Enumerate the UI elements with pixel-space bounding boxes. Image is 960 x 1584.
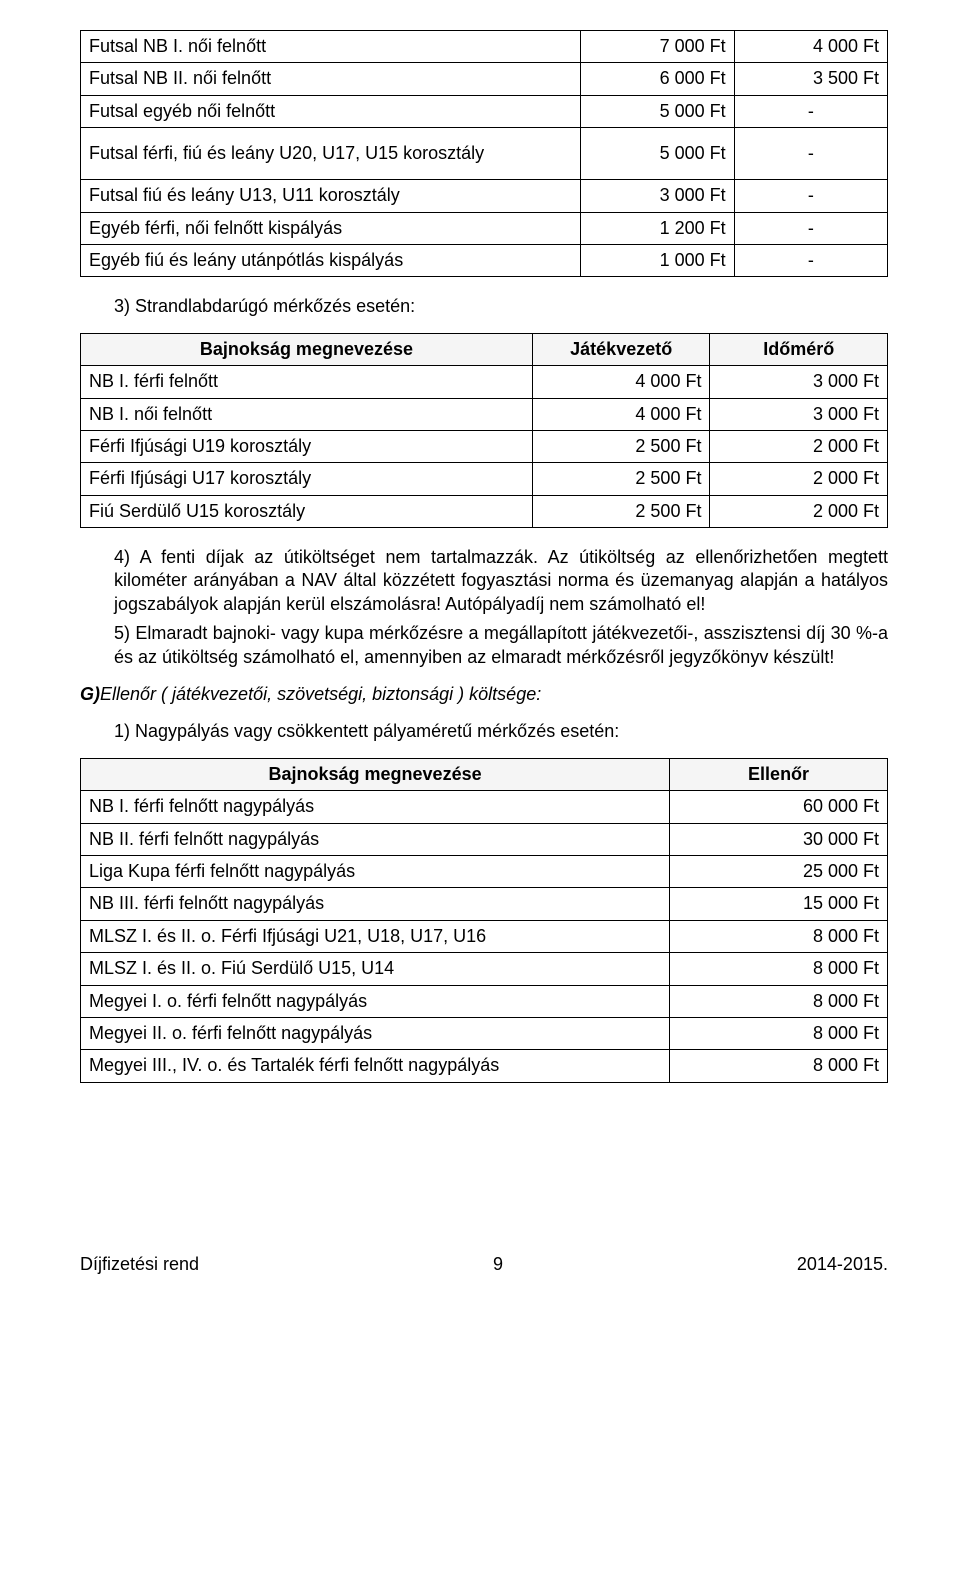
row-label: NB II. férfi felnőtt nagypályás — [81, 823, 670, 855]
table-row: NB I. férfi felnőtt4 000 Ft3 000 Ft — [81, 366, 888, 398]
section-g-text: Ellenőr ( játékvezetői, szövetségi, bizt… — [100, 684, 541, 704]
row-value: 4 000 Ft — [734, 31, 887, 63]
paragraph-4: 4) A fenti díjak az útiköltséget nem tar… — [114, 546, 888, 616]
table-row: MLSZ I. és II. o. Fiú Serdülő U15, U148 … — [81, 953, 888, 985]
section-3-label: 3) Strandlabdarúgó mérkőzés esetén: — [114, 295, 888, 318]
row-label: Futsal NB I. női felnőtt — [81, 31, 581, 63]
table-body: NB I. férfi felnőtt nagypályás60 000 FtN… — [81, 791, 888, 1083]
row-value: - — [734, 128, 887, 180]
row-value: 3 000 Ft — [710, 366, 888, 398]
row-value: 2 000 Ft — [710, 495, 888, 527]
table-row: Futsal NB I. női felnőtt7 000 Ft4 000 Ft — [81, 31, 888, 63]
row-label: Megyei III., IV. o. és Tartalék férfi fe… — [81, 1050, 670, 1082]
row-value: 8 000 Ft — [670, 920, 888, 952]
row-label: Futsal egyéb női felnőtt — [81, 95, 581, 127]
row-label: MLSZ I. és II. o. Férfi Ifjúsági U21, U1… — [81, 920, 670, 952]
table-row: MLSZ I. és II. o. Férfi Ifjúsági U21, U1… — [81, 920, 888, 952]
row-label: Futsal fiú és leány U13, U11 korosztály — [81, 180, 581, 212]
table-row: NB II. férfi felnőtt nagypályás30 000 Ft — [81, 823, 888, 855]
page-footer: Díjfizetési rend 9 2014-2015. — [80, 1253, 888, 1276]
row-value: 5 000 Ft — [581, 128, 734, 180]
row-label: NB I. női felnőtt — [81, 398, 533, 430]
table-row: Futsal férfi, fiú és leány U20, U17, U15… — [81, 128, 888, 180]
row-value: - — [734, 180, 887, 212]
table-body: Futsal NB I. női felnőtt7 000 Ft4 000 Ft… — [81, 31, 888, 277]
row-value: 8 000 Ft — [670, 985, 888, 1017]
col-header: Ellenőr — [670, 758, 888, 790]
row-label: Férfi Ifjúsági U19 korosztály — [81, 430, 533, 462]
row-value: 8 000 Ft — [670, 953, 888, 985]
table-body: NB I. férfi felnőtt4 000 Ft3 000 FtNB I.… — [81, 366, 888, 528]
row-value: 30 000 Ft — [670, 823, 888, 855]
row-value: 2 000 Ft — [710, 430, 888, 462]
col-header: Játékvezető — [532, 333, 710, 365]
table-header-row: Bajnokság megnevezése Játékvezető Időmér… — [81, 333, 888, 365]
table-row: NB I. női felnőtt4 000 Ft3 000 Ft — [81, 398, 888, 430]
row-value: 2 500 Ft — [532, 430, 710, 462]
section-g-heading: G)Ellenőr ( játékvezetői, szövetségi, bi… — [80, 683, 888, 706]
row-label: Futsal férfi, fiú és leány U20, U17, U15… — [81, 128, 581, 180]
row-value: 4 000 Ft — [532, 366, 710, 398]
table-row: Liga Kupa férfi felnőtt nagypályás25 000… — [81, 855, 888, 887]
row-value: 4 000 Ft — [532, 398, 710, 430]
paragraph-5: 5) Elmaradt bajnoki- vagy kupa mérkőzésr… — [114, 622, 888, 669]
row-value: 25 000 Ft — [670, 855, 888, 887]
table-row: Egyéb férfi, női felnőtt kispályás1 200 … — [81, 212, 888, 244]
table-row: Futsal NB II. női felnőtt6 000 Ft3 500 F… — [81, 63, 888, 95]
row-label: NB I. férfi felnőtt — [81, 366, 533, 398]
row-value: 2 500 Ft — [532, 463, 710, 495]
table-row: Férfi Ifjúsági U17 korosztály2 500 Ft2 0… — [81, 463, 888, 495]
row-value: 2 500 Ft — [532, 495, 710, 527]
row-value: 2 000 Ft — [710, 463, 888, 495]
row-value: 3 000 Ft — [710, 398, 888, 430]
section-g1-label: 1) Nagypályás vagy csökkentett pályamére… — [114, 720, 888, 743]
row-value: 1 200 Ft — [581, 212, 734, 244]
row-label: Egyéb fiú és leány utánpótlás kispályás — [81, 244, 581, 276]
section-g-prefix: G) — [80, 684, 100, 704]
table-row: NB III. férfi felnőtt nagypályás15 000 F… — [81, 888, 888, 920]
row-value: 5 000 Ft — [581, 95, 734, 127]
row-label: Egyéb férfi, női felnőtt kispályás — [81, 212, 581, 244]
row-value: - — [734, 95, 887, 127]
footer-left: Díjfizetési rend — [80, 1253, 199, 1276]
row-label: NB I. férfi felnőtt nagypályás — [81, 791, 670, 823]
col-header: Bajnokság megnevezése — [81, 333, 533, 365]
row-value: 7 000 Ft — [581, 31, 734, 63]
row-label: Megyei II. o. férfi felnőtt nagypályás — [81, 1017, 670, 1049]
footer-page-number: 9 — [493, 1253, 503, 1276]
row-value: 60 000 Ft — [670, 791, 888, 823]
table-row: NB I. férfi felnőtt nagypályás60 000 Ft — [81, 791, 888, 823]
table-row: Futsal fiú és leány U13, U11 korosztály3… — [81, 180, 888, 212]
row-label: Megyei I. o. férfi felnőtt nagypályás — [81, 985, 670, 1017]
col-header: Bajnokság megnevezése — [81, 758, 670, 790]
row-value: 6 000 Ft — [581, 63, 734, 95]
row-label: NB III. férfi felnőtt nagypályás — [81, 888, 670, 920]
table-header-row: Bajnokság megnevezése Ellenőr — [81, 758, 888, 790]
table-row: Futsal egyéb női felnőtt5 000 Ft- — [81, 95, 888, 127]
row-value: 3 500 Ft — [734, 63, 887, 95]
row-value: 1 000 Ft — [581, 244, 734, 276]
pricing-table-1: Futsal NB I. női felnőtt7 000 Ft4 000 Ft… — [80, 30, 888, 277]
table-row: Egyéb fiú és leány utánpótlás kispályás1… — [81, 244, 888, 276]
row-value: - — [734, 212, 887, 244]
table-row: Férfi Ifjúsági U19 korosztály2 500 Ft2 0… — [81, 430, 888, 462]
table-row: Megyei II. o. férfi felnőtt nagypályás8 … — [81, 1017, 888, 1049]
table-row: Fiú Serdülő U15 korosztály2 500 Ft2 000 … — [81, 495, 888, 527]
row-value: 8 000 Ft — [670, 1017, 888, 1049]
pricing-table-3: Bajnokság megnevezése Ellenőr NB I. férf… — [80, 758, 888, 1083]
table-row: Megyei I. o. férfi felnőtt nagypályás8 0… — [81, 985, 888, 1017]
col-header: Időmérő — [710, 333, 888, 365]
row-label: MLSZ I. és II. o. Fiú Serdülő U15, U14 — [81, 953, 670, 985]
row-value: 15 000 Ft — [670, 888, 888, 920]
row-value: 8 000 Ft — [670, 1050, 888, 1082]
row-value: 3 000 Ft — [581, 180, 734, 212]
row-value: - — [734, 244, 887, 276]
row-label: Futsal NB II. női felnőtt — [81, 63, 581, 95]
row-label: Fiú Serdülő U15 korosztály — [81, 495, 533, 527]
pricing-table-2: Bajnokság megnevezése Játékvezető Időmér… — [80, 333, 888, 528]
row-label: Liga Kupa férfi felnőtt nagypályás — [81, 855, 670, 887]
row-label: Férfi Ifjúsági U17 korosztály — [81, 463, 533, 495]
table-row: Megyei III., IV. o. és Tartalék férfi fe… — [81, 1050, 888, 1082]
footer-right: 2014-2015. — [797, 1253, 888, 1276]
